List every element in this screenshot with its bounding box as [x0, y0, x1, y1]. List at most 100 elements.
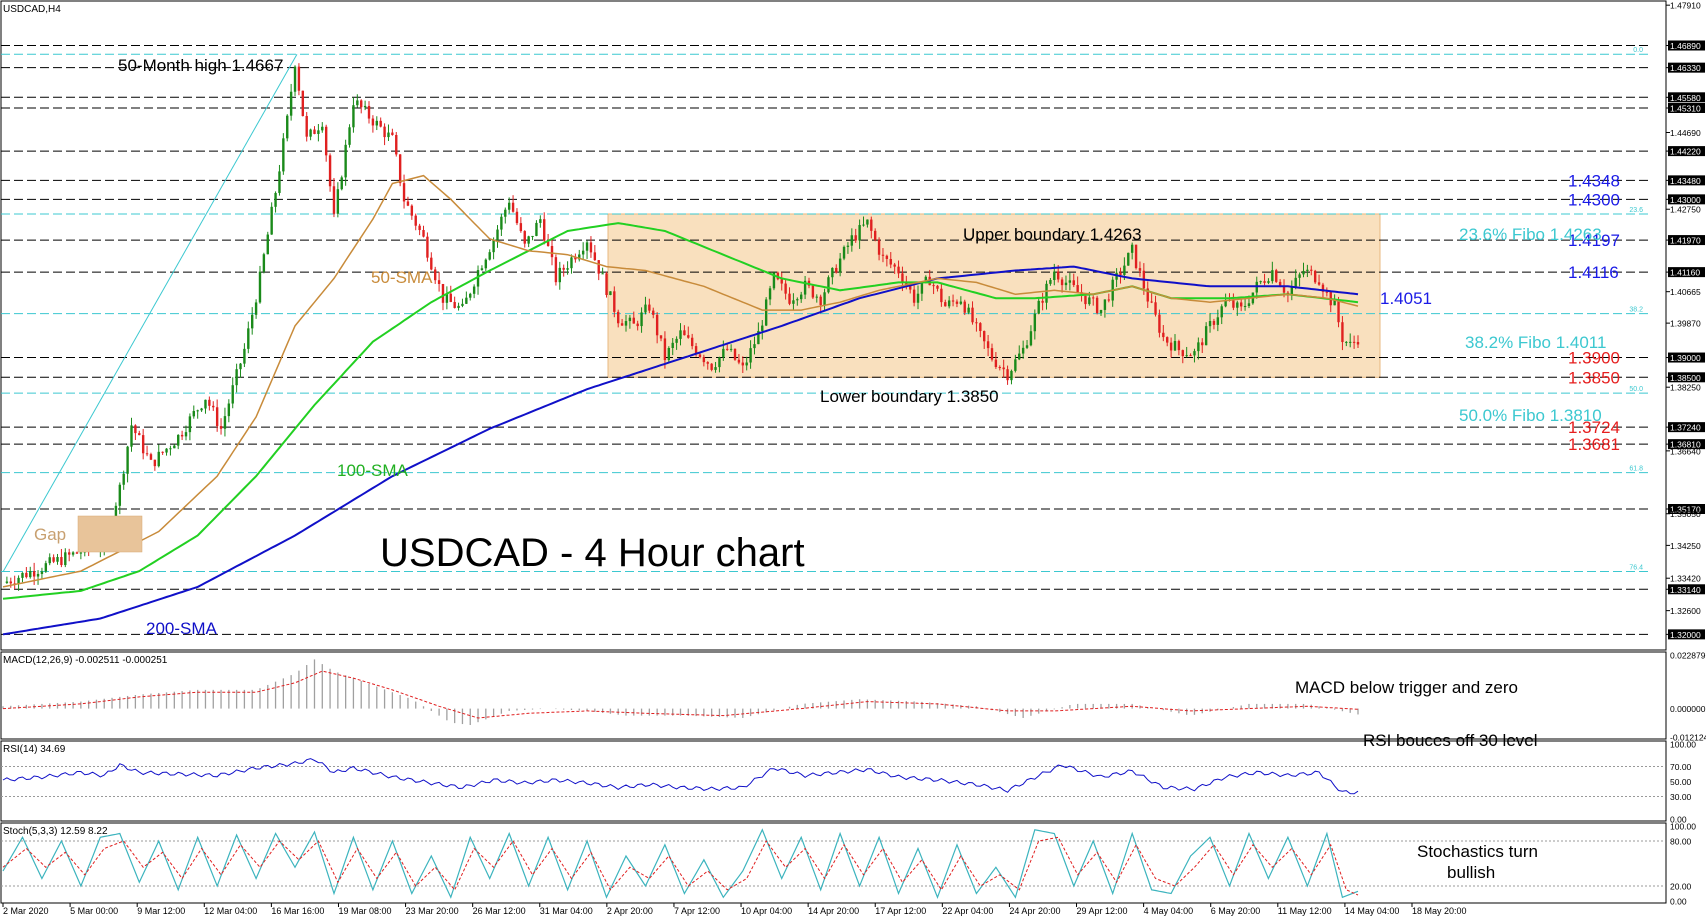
- candle-body: [1247, 303, 1251, 306]
- fib-500-label: 50.0% Fibo 1.3810: [1459, 406, 1602, 425]
- price-axis-label: 1.37240: [1670, 423, 1701, 433]
- candle-body: [796, 299, 799, 301]
- candle-body: [1134, 244, 1138, 269]
- candle-body: [1029, 331, 1033, 346]
- candle-body: [293, 66, 297, 92]
- candle-body: [363, 105, 367, 108]
- candle-body: [535, 222, 538, 236]
- price-axis-label: 1.40665: [1670, 287, 1701, 297]
- price-axis-label: 1.33140: [1670, 585, 1701, 595]
- candle-body: [1088, 297, 1091, 305]
- candle-body: [1302, 270, 1305, 275]
- time-axis-label: 7 Apr 12:00: [674, 906, 720, 916]
- candle-body: [1037, 300, 1040, 314]
- candle-body: [585, 242, 589, 251]
- time-axis-label: 11 May 12:00: [1278, 906, 1332, 916]
- candle-body: [1189, 355, 1192, 357]
- candle-body: [165, 448, 168, 453]
- candle-body: [430, 257, 433, 270]
- candle-body: [780, 279, 783, 284]
- candle-body: [955, 301, 959, 304]
- candle-body: [531, 235, 534, 237]
- candle-body: [994, 359, 998, 368]
- candle-body: [912, 289, 916, 303]
- candle-body: [1177, 341, 1181, 351]
- candle-body: [951, 300, 955, 302]
- candle-body: [761, 325, 764, 331]
- candle-body: [484, 259, 488, 269]
- candle-body: [659, 335, 663, 339]
- candle-body: [332, 186, 336, 214]
- candle-body: [698, 354, 702, 358]
- macd-axis-label: 0.000000: [1670, 704, 1706, 714]
- candle-body: [753, 344, 756, 349]
- candle-body: [223, 416, 227, 429]
- candle-body: [266, 234, 269, 255]
- price-axis-label: 1.38250: [1670, 383, 1701, 393]
- macd-axis-label: -0.012124: [1670, 733, 1706, 743]
- price-axis-label: 1.35170: [1670, 505, 1701, 515]
- price-tag-bg: [1668, 504, 1705, 515]
- candle-body: [570, 257, 573, 269]
- candle-body: [1045, 283, 1048, 303]
- level-label: 1.4116: [1568, 263, 1619, 282]
- stoch-note-line1: Stochastics turn: [1417, 842, 1538, 861]
- candle-body: [1232, 300, 1235, 308]
- candle-body: [617, 311, 620, 324]
- candle-body: [1204, 326, 1208, 346]
- candle-body: [897, 266, 900, 274]
- price-axis-label: 1.38500: [1670, 373, 1701, 383]
- candle-body: [574, 257, 577, 260]
- candle-body: [1010, 370, 1013, 381]
- candle-body: [469, 293, 472, 298]
- candle-body: [122, 473, 125, 485]
- candle-body: [453, 301, 456, 308]
- candle-body: [979, 323, 982, 332]
- candle-body: [44, 563, 48, 572]
- candle-body: [492, 240, 495, 253]
- candle-body: [1321, 284, 1325, 292]
- candle-body: [130, 425, 133, 447]
- candle-body: [500, 216, 503, 230]
- candle-body: [605, 273, 608, 295]
- candle-body: [1053, 271, 1056, 280]
- candle-body: [313, 129, 316, 134]
- sma100-label: 100-SMA: [337, 461, 409, 480]
- rsi-axis-label: 50.00: [1670, 777, 1692, 787]
- stoch-main-line: [2, 828, 1359, 899]
- candle-body: [998, 367, 1001, 369]
- candle-body: [733, 348, 737, 360]
- price-tag-bg: [1668, 629, 1705, 640]
- gap-label: Gap: [34, 525, 66, 544]
- candle-body: [1130, 244, 1134, 253]
- candle-body: [523, 231, 526, 244]
- price-tag-bg: [1668, 422, 1705, 433]
- candle-body: [1352, 341, 1356, 343]
- candle-body: [250, 314, 254, 329]
- candle-body: [1345, 341, 1348, 343]
- symbol-label: USDCAD,H4: [3, 4, 61, 15]
- candle-body: [398, 154, 402, 184]
- candle-body: [1282, 286, 1286, 293]
- candle-body: [609, 291, 612, 295]
- candle-body: [356, 100, 359, 106]
- sma50-label: 50-SMA: [371, 268, 433, 287]
- candle-body: [395, 134, 398, 155]
- candle-body: [1337, 300, 1340, 323]
- price-axis-label: 1.41970: [1670, 236, 1701, 246]
- candle-body: [67, 552, 71, 555]
- candle-body: [1333, 300, 1336, 306]
- price-axis-label: 1.45310: [1670, 103, 1701, 113]
- candle-body: [1185, 355, 1188, 357]
- candle-body: [317, 130, 320, 134]
- level-label: 1.3681: [1568, 435, 1620, 454]
- candle-body: [208, 399, 211, 406]
- candle-body: [278, 171, 281, 193]
- candle-body: [1271, 270, 1274, 282]
- candle-body: [932, 285, 935, 287]
- candle-body: [145, 453, 149, 455]
- candle-body: [909, 285, 912, 290]
- candle-body: [959, 301, 963, 304]
- candle-body: [1158, 314, 1161, 333]
